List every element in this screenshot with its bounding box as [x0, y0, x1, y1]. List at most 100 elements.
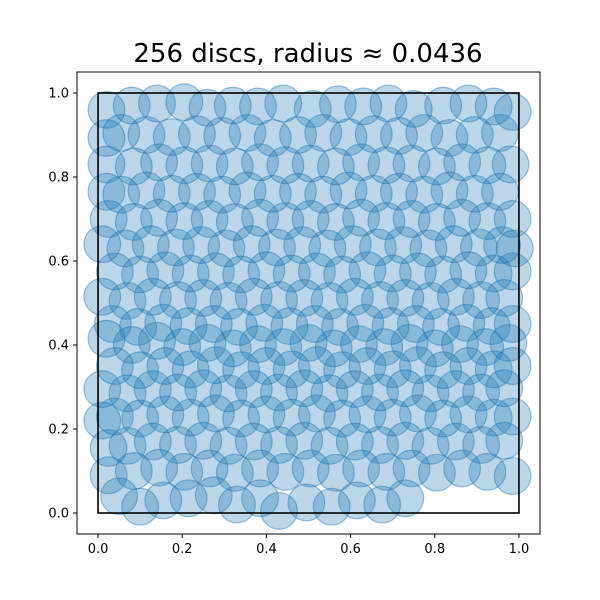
- y-tick-label-1: 0.2: [48, 423, 69, 438]
- disc-32: [455, 116, 494, 154]
- disc-115: [398, 252, 437, 291]
- disc-49: [468, 146, 507, 185]
- disc-253: [443, 449, 482, 488]
- disc-12: [394, 90, 433, 128]
- disc-229: [260, 426, 298, 464]
- disc-86: [106, 229, 145, 268]
- disc-30: [405, 113, 444, 152]
- disc-176: [222, 351, 261, 390]
- disc-188: [83, 370, 122, 409]
- disc-223: [108, 426, 147, 465]
- disc-147: [346, 303, 385, 342]
- disc-202: [436, 370, 475, 409]
- y-tick-label-4: 0.8: [48, 171, 69, 186]
- x-tick-label-0: 0.0: [88, 542, 109, 557]
- y-axis: 0.0 0.2 0.4 0.6 0.8 1.0: [48, 87, 77, 522]
- disc-241: [140, 448, 179, 487]
- disc-174: [171, 350, 210, 389]
- disc-194: [234, 370, 273, 409]
- disc-44: [342, 143, 381, 182]
- disc-56: [203, 175, 242, 214]
- disc-92: [257, 228, 296, 267]
- disc-257: [100, 477, 139, 516]
- disc-55: [178, 172, 216, 211]
- disc-236: [436, 422, 475, 461]
- disc-181: [348, 347, 387, 385]
- disc-155: [112, 326, 151, 364]
- disc-249: [342, 449, 381, 488]
- disc-247: [291, 449, 330, 488]
- disc-233: [361, 426, 399, 464]
- disc-238: [485, 421, 524, 460]
- disc-18: [102, 113, 141, 152]
- disc-128: [285, 279, 324, 317]
- disc-79: [367, 202, 406, 241]
- disc-108: [222, 255, 261, 294]
- disc-139: [144, 303, 183, 342]
- disc-60: [304, 175, 343, 214]
- disc-227: [209, 426, 248, 465]
- disc-129: [310, 281, 349, 320]
- disc-200: [386, 369, 425, 408]
- x-axis: 0.0 0.2 0.4 0.6 0.8 1.0: [88, 534, 529, 557]
- disc-45: [367, 146, 406, 185]
- disc-163: [314, 329, 353, 368]
- disc-26: [304, 113, 343, 152]
- disc-43: [316, 147, 355, 186]
- disc-138: [119, 307, 157, 346]
- disc-244: [215, 453, 254, 492]
- disc-53: [127, 171, 166, 210]
- disc-98: [409, 229, 448, 268]
- disc-265: [287, 483, 326, 522]
- disc-260: [169, 479, 208, 518]
- disc-136: [485, 279, 524, 317]
- disc-69: [114, 202, 153, 241]
- disc-72: [190, 200, 229, 238]
- disc-219: [449, 395, 488, 434]
- disc-178: [272, 350, 311, 389]
- disc-221: [493, 397, 532, 436]
- disc-113: [348, 251, 387, 290]
- disc-187: [493, 347, 532, 385]
- disc-269: [386, 479, 425, 518]
- disc-5: [213, 86, 252, 125]
- disc-169: [466, 328, 505, 367]
- disc-117: [449, 251, 488, 290]
- disc-211: [247, 395, 286, 434]
- disc-104: [121, 255, 160, 294]
- disc-170: [489, 323, 528, 362]
- disc-52: [102, 175, 141, 214]
- x-tick-label-2: 0.4: [256, 542, 277, 557]
- disc-240: [114, 452, 153, 490]
- disc-180: [323, 351, 362, 390]
- disc-255: [493, 457, 532, 495]
- disc-165: [365, 328, 404, 367]
- disc-21: [178, 115, 216, 154]
- disc-207: [146, 395, 185, 434]
- disc-210: [222, 399, 261, 438]
- disc-7: [264, 84, 303, 123]
- disc-252: [417, 453, 456, 492]
- disc-27: [329, 118, 368, 157]
- disc-239: [89, 428, 128, 467]
- disc-40: [241, 143, 280, 182]
- disc-124: [184, 279, 223, 317]
- disc-65: [430, 171, 469, 210]
- disc-15: [474, 87, 513, 126]
- disc-6: [239, 87, 277, 126]
- disc-213: [297, 394, 336, 433]
- disc-144: [270, 307, 309, 346]
- disc-212: [272, 398, 311, 437]
- disc-54: [152, 174, 191, 213]
- x-tick-label-1: 0.2: [172, 542, 193, 557]
- disc-215: [348, 395, 387, 434]
- disc-208: [171, 398, 210, 437]
- disc-102: [495, 229, 534, 268]
- disc-157: [163, 328, 202, 367]
- disc-248: [316, 453, 355, 492]
- disc-161: [264, 328, 303, 367]
- disc-228: [234, 422, 273, 461]
- disc-167: [415, 329, 454, 368]
- disc-93: [283, 226, 322, 264]
- disc-192: [184, 369, 223, 408]
